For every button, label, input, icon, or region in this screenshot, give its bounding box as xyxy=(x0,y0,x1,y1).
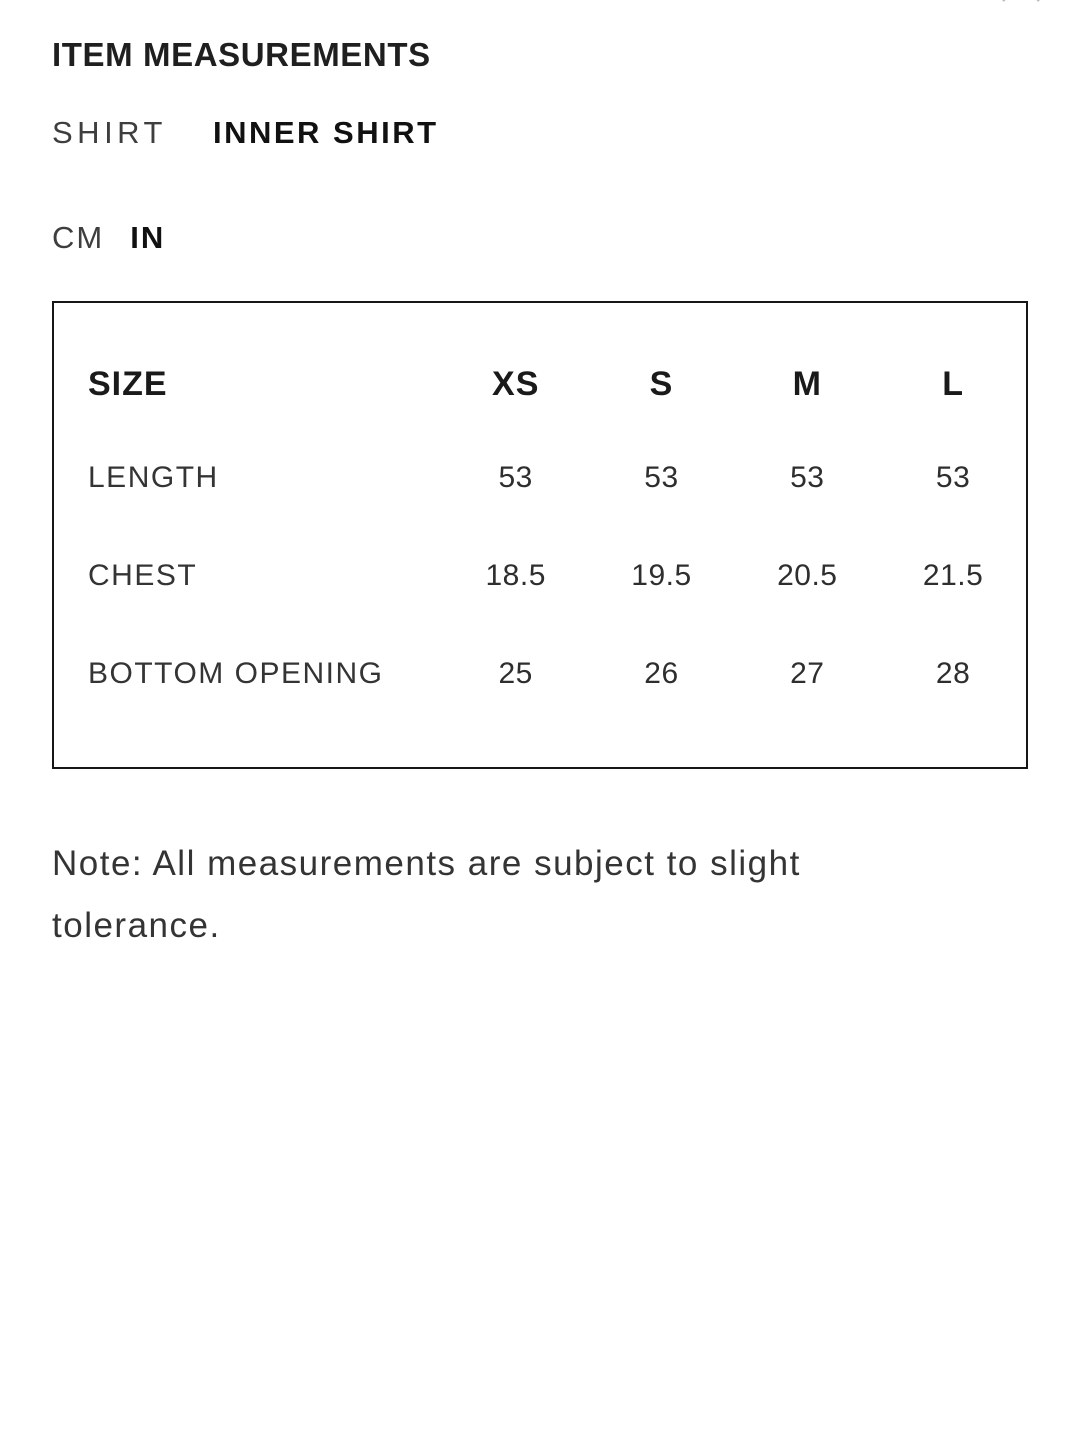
size-table-header-row: SIZE XS S M L xyxy=(54,339,1026,429)
row-value: 28 xyxy=(935,657,971,690)
unit-in-button[interactable]: IN xyxy=(130,220,166,255)
table-row-length: LENGTH 53 53 53 53 xyxy=(54,429,1026,527)
size-col-s: S xyxy=(649,364,674,403)
size-col-m: M xyxy=(792,364,822,403)
unit-cm-button[interactable]: CM xyxy=(52,220,105,255)
page-title: ITEM MEASUREMENTS xyxy=(52,36,431,73)
size-table: SIZE XS S M L LENGTH 53 53 53 53 CHEST 1… xyxy=(52,301,1028,769)
close-icon[interactable] xyxy=(1000,0,1042,3)
table-row-chest: CHEST 18.5 19.5 20.5 21.5 xyxy=(54,527,1026,625)
row-value: 25 xyxy=(498,657,533,690)
row-value: 53 xyxy=(790,461,825,494)
row-value: 53 xyxy=(644,461,679,494)
row-value: 18.5 xyxy=(485,559,546,592)
row-value: 21.5 xyxy=(922,559,984,592)
size-header-label: SIZE xyxy=(88,364,168,403)
row-value: 53 xyxy=(498,461,533,494)
row-value: 53 xyxy=(935,461,971,494)
row-label: CHEST xyxy=(88,559,198,592)
row-label: LENGTH xyxy=(88,461,219,494)
row-label: BOTTOM OPENING xyxy=(88,657,384,690)
garment-tabs: SHIRT INNER SHIRT xyxy=(52,117,1028,148)
unit-toggle: CM IN xyxy=(52,222,1028,253)
size-col-l: L xyxy=(942,364,964,403)
row-value: 26 xyxy=(644,657,679,690)
tolerance-note: Note: All measurements are subject to sl… xyxy=(52,844,801,945)
row-value: 27 xyxy=(790,657,825,690)
size-col-xs: XS xyxy=(492,364,540,403)
row-value: 20.5 xyxy=(777,559,838,592)
table-row-bottom-opening: BOTTOM OPENING 25 26 27 28 xyxy=(54,625,1026,723)
tab-shirt[interactable]: SHIRT xyxy=(52,115,167,150)
tab-inner-shirt[interactable]: INNER SHIRT xyxy=(212,115,439,150)
row-value: 19.5 xyxy=(631,559,692,592)
